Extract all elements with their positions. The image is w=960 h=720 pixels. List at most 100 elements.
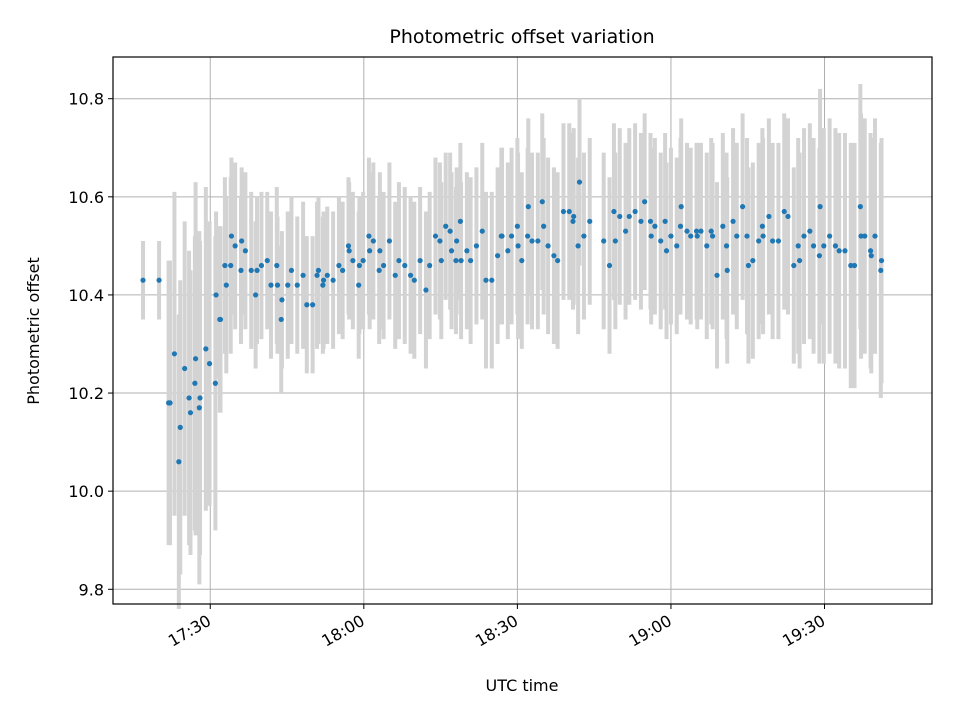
data-point — [626, 213, 632, 220]
data-point — [807, 228, 813, 234]
data-point — [203, 346, 209, 352]
data-point — [652, 223, 658, 229]
data-point — [781, 208, 787, 215]
data-point — [791, 262, 797, 269]
data-point — [242, 248, 248, 254]
data-point — [427, 262, 433, 269]
data-point — [489, 277, 495, 283]
data-point — [223, 282, 229, 288]
data-point — [836, 248, 842, 254]
data-point — [817, 204, 823, 210]
data-point — [438, 257, 444, 264]
data-point — [294, 282, 300, 288]
y-tick-label: 10.6 — [68, 188, 104, 207]
data-point — [709, 233, 716, 239]
data-point — [274, 282, 281, 288]
data-point — [193, 356, 199, 362]
data-point — [770, 238, 776, 244]
data-point — [698, 228, 704, 234]
data-point — [571, 213, 577, 220]
data-point — [396, 257, 402, 264]
data-point — [458, 257, 464, 264]
data-point — [411, 277, 417, 283]
data-point — [407, 272, 414, 278]
data-point — [730, 218, 736, 224]
y-tick-label: 10.0 — [68, 482, 104, 501]
data-point — [575, 243, 581, 249]
data-point — [677, 223, 684, 229]
data-point — [279, 297, 285, 303]
data-point — [601, 238, 607, 244]
y-tick-label: 10.2 — [68, 384, 104, 403]
data-point — [443, 223, 449, 229]
data-point — [734, 233, 740, 239]
data-point — [274, 262, 280, 269]
data-point — [694, 233, 700, 239]
data-point — [622, 228, 629, 234]
data-point — [217, 316, 224, 323]
data-point — [505, 248, 511, 254]
data-point — [535, 238, 541, 244]
data-point — [473, 243, 480, 249]
data-point — [346, 248, 352, 254]
data-point — [248, 267, 254, 274]
data-point — [171, 351, 178, 357]
data-point — [432, 233, 439, 239]
data-point — [539, 199, 545, 205]
data-point — [857, 204, 863, 210]
data-point — [797, 257, 803, 264]
data-point — [222, 262, 228, 269]
data-point — [310, 302, 316, 308]
data-point — [867, 248, 874, 254]
data-point — [648, 233, 654, 239]
data-point — [555, 257, 561, 264]
data-point — [232, 243, 238, 249]
data-point — [228, 262, 234, 269]
data-point — [647, 218, 654, 224]
data-point — [268, 282, 274, 288]
data-point — [851, 262, 858, 269]
data-point — [570, 218, 576, 224]
data-point — [454, 238, 460, 244]
y-tick-label: 9.8 — [79, 580, 104, 599]
data-point — [304, 302, 310, 308]
data-point — [156, 277, 162, 283]
data-point — [541, 223, 547, 229]
data-point — [314, 272, 320, 278]
data-point — [177, 424, 183, 430]
data-point — [617, 213, 623, 220]
data-point — [350, 257, 356, 264]
data-point — [166, 400, 172, 406]
data-point — [759, 223, 765, 229]
data-point — [821, 243, 827, 249]
data-point — [238, 267, 244, 274]
data-point — [264, 257, 270, 264]
data-point — [254, 267, 260, 274]
data-point — [872, 233, 878, 239]
data-point — [662, 218, 668, 224]
data-point — [448, 248, 455, 254]
y-axis-title: Photometric offset — [24, 257, 43, 405]
data-point — [367, 248, 373, 254]
data-point — [766, 213, 772, 220]
data-point — [878, 257, 885, 264]
data-point — [566, 208, 572, 215]
data-point — [483, 277, 489, 283]
data-point — [212, 380, 218, 386]
data-point — [213, 292, 219, 298]
data-point — [827, 233, 833, 239]
data-point — [720, 223, 726, 229]
data-point — [340, 267, 346, 274]
data-point — [868, 253, 874, 259]
data-point — [376, 267, 382, 274]
plot-frame — [112, 56, 933, 605]
data-point — [447, 228, 453, 234]
data-point — [551, 253, 557, 259]
data-point — [187, 410, 194, 416]
data-point — [693, 228, 700, 234]
y-tick-label: 10.4 — [68, 286, 104, 305]
data-point — [708, 228, 714, 234]
data-point — [468, 257, 474, 264]
data-point — [862, 233, 868, 239]
